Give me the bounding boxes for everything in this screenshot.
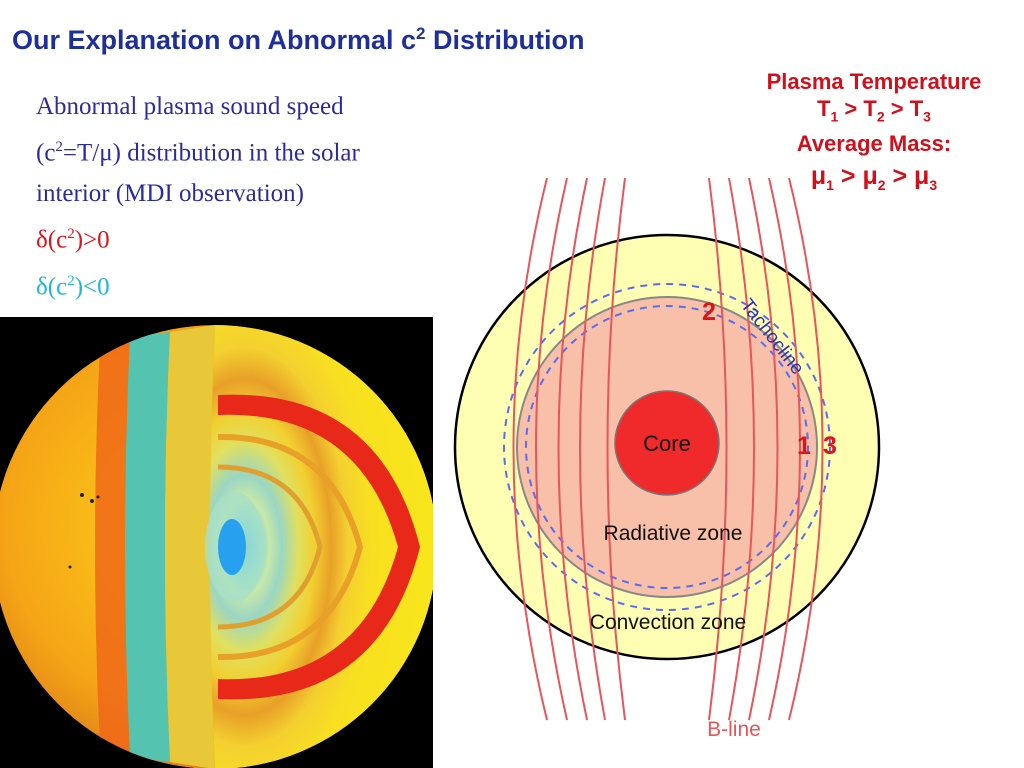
convection-zone-label: Convection zone	[590, 611, 746, 634]
description-text: Abnormal plasma sound speed (c2=T/μ) dis…	[36, 86, 486, 307]
average-mass-heading: Average Mass:	[796, 131, 952, 157]
radiative-zone-label: Radiative zone	[604, 522, 743, 545]
bline-label: B-line	[707, 718, 761, 741]
field-line	[708, 177, 728, 721]
temperature-relation: T1 > T2 > T3	[817, 96, 931, 125]
marker-1: 1	[797, 432, 811, 460]
field-line	[535, 177, 568, 721]
marker-2: 2	[702, 298, 716, 326]
field-line	[728, 177, 755, 721]
mass-relation: μ1 > μ2 > μ3	[810, 162, 938, 194]
plasma-temperature-heading: Plasma Temperature	[766, 69, 982, 94]
field-line	[768, 177, 801, 721]
field-line	[788, 177, 824, 721]
field-line	[579, 177, 606, 721]
desc-line-3: interior (MDI observation)	[36, 180, 304, 208]
sun-interior-image	[0, 317, 433, 768]
marker-3: 3	[823, 432, 837, 460]
negative-delta-label: δ(c2)<0	[36, 272, 110, 300]
desc-line-2: (c2=T/μ) distribution in the solar	[36, 139, 360, 167]
field-line	[512, 177, 548, 721]
solar-structure-diagram: Core Radiative zone Convection zone Tach…	[453, 177, 881, 741]
temperature-mass-legend: Plasma Temperature T1 > T2 > T3 Average …	[724, 68, 1024, 199]
tachocline-inner-boundary	[525, 305, 809, 589]
slide-title: Our Explanation on Abnormal c2 Distribut…	[12, 24, 585, 55]
tachocline-outer-boundary	[503, 283, 831, 611]
field-line	[557, 177, 588, 721]
field-line	[748, 177, 779, 721]
magnetic-field-lines	[512, 177, 824, 721]
core	[614, 390, 720, 496]
core-label: Core	[643, 431, 691, 456]
positive-delta-label: δ(c2)>0	[36, 226, 110, 254]
field-line	[606, 177, 626, 721]
desc-line-1: Abnormal plasma sound speed	[36, 93, 344, 120]
